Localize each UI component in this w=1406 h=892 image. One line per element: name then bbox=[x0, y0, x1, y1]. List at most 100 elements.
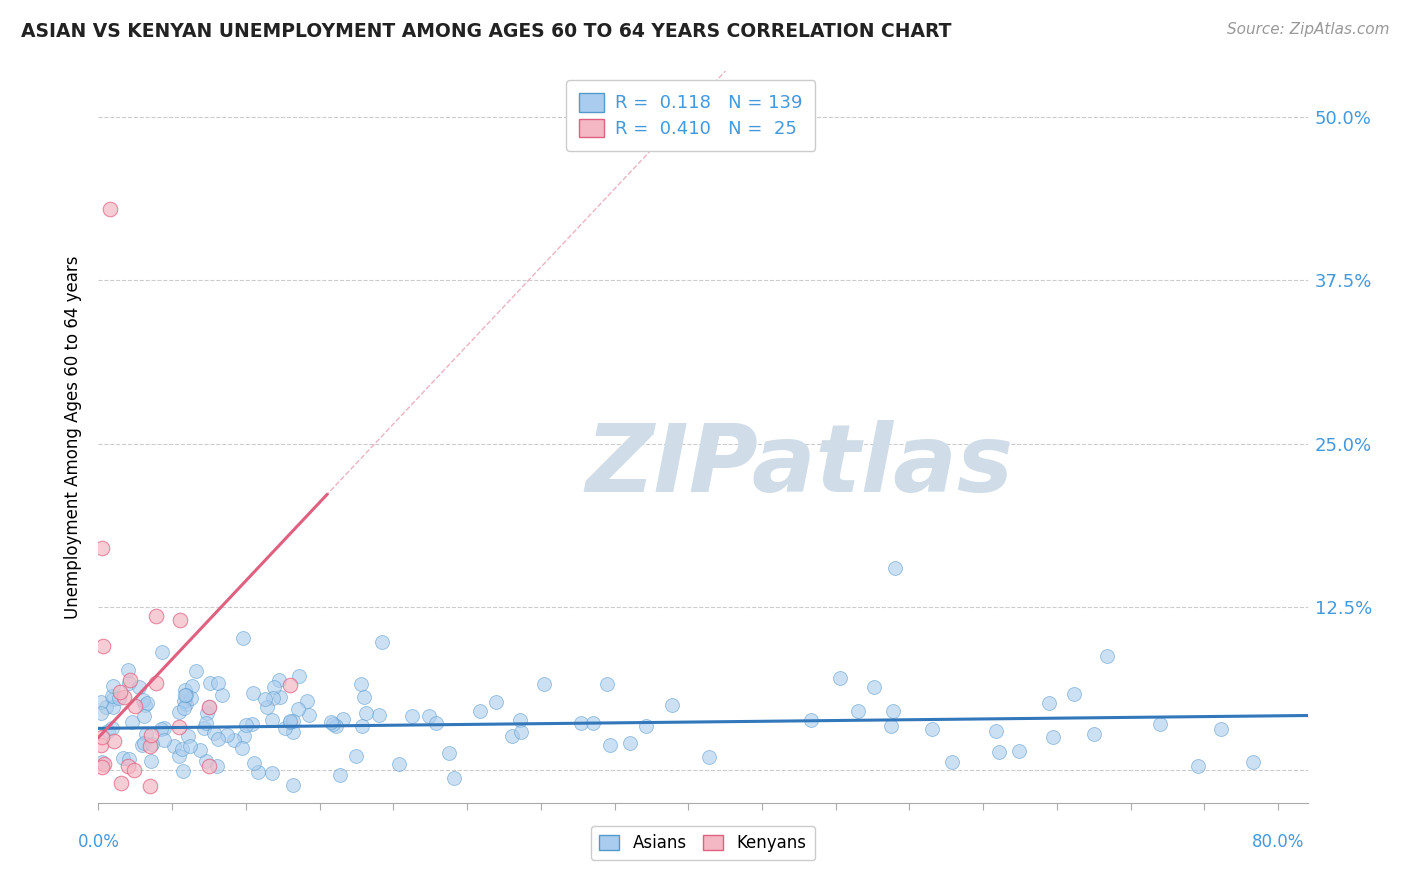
Point bbox=[132, 737, 155, 751]
Point bbox=[124, 699, 146, 714]
Point bbox=[1095, 649, 1118, 664]
Point bbox=[132, 693, 155, 707]
Point bbox=[117, 758, 139, 772]
Point bbox=[174, 688, 197, 702]
Point bbox=[262, 766, 284, 780]
Point bbox=[90, 760, 112, 774]
Point bbox=[101, 721, 124, 735]
Point bbox=[298, 708, 321, 723]
Point bbox=[163, 739, 186, 753]
Point bbox=[1008, 743, 1031, 757]
Point bbox=[1083, 727, 1105, 741]
Point bbox=[103, 700, 125, 714]
Point bbox=[273, 721, 295, 735]
Point bbox=[215, 728, 238, 742]
Point bbox=[131, 738, 153, 752]
Point bbox=[172, 764, 194, 778]
Point bbox=[150, 644, 173, 658]
Point bbox=[207, 732, 229, 747]
Point bbox=[1149, 717, 1171, 731]
Point bbox=[91, 730, 114, 744]
Point bbox=[93, 756, 115, 771]
Point bbox=[322, 717, 344, 731]
Point bbox=[177, 729, 200, 743]
Point bbox=[232, 632, 254, 646]
Point bbox=[267, 673, 290, 687]
Point bbox=[207, 676, 229, 690]
Point bbox=[370, 634, 392, 648]
Point bbox=[941, 755, 963, 769]
Point bbox=[169, 613, 191, 627]
Point bbox=[235, 717, 257, 731]
Point bbox=[1209, 722, 1232, 736]
Point bbox=[984, 723, 1007, 738]
Point bbox=[353, 690, 375, 705]
Point bbox=[596, 677, 619, 691]
Point bbox=[90, 706, 112, 720]
Point bbox=[800, 713, 823, 727]
Point bbox=[883, 560, 905, 574]
Point bbox=[117, 663, 139, 677]
Point bbox=[278, 714, 301, 729]
Point bbox=[344, 748, 367, 763]
Point bbox=[96, 699, 118, 714]
Text: 0.0%: 0.0% bbox=[77, 833, 120, 851]
Point bbox=[283, 714, 305, 728]
Point bbox=[325, 718, 347, 732]
Point bbox=[141, 737, 163, 751]
Point bbox=[167, 721, 190, 735]
Point bbox=[863, 680, 886, 694]
Point bbox=[153, 733, 176, 747]
Point bbox=[510, 724, 533, 739]
Point bbox=[425, 716, 447, 731]
Point bbox=[121, 714, 143, 729]
Point bbox=[205, 759, 228, 773]
Point bbox=[269, 690, 291, 704]
Point bbox=[599, 738, 621, 752]
Point bbox=[101, 689, 124, 703]
Point bbox=[211, 688, 233, 702]
Point bbox=[184, 665, 207, 679]
Point bbox=[1063, 687, 1085, 701]
Point bbox=[1038, 696, 1060, 710]
Point bbox=[582, 715, 605, 730]
Text: ZIPatlas: ZIPatlas bbox=[586, 420, 1014, 512]
Point bbox=[350, 677, 373, 691]
Point bbox=[256, 699, 278, 714]
Point bbox=[246, 765, 269, 780]
Point bbox=[262, 691, 284, 706]
Point bbox=[195, 754, 218, 768]
Point bbox=[443, 771, 465, 785]
Point bbox=[193, 722, 215, 736]
Point bbox=[1187, 759, 1209, 773]
Point bbox=[848, 705, 870, 719]
Text: Source: ZipAtlas.com: Source: ZipAtlas.com bbox=[1226, 22, 1389, 37]
Point bbox=[278, 678, 301, 692]
Point bbox=[139, 739, 162, 753]
Point bbox=[149, 722, 172, 736]
Point bbox=[288, 668, 311, 682]
Point bbox=[173, 688, 195, 702]
Point bbox=[281, 778, 304, 792]
Point bbox=[280, 714, 302, 729]
Point bbox=[242, 756, 264, 770]
Point bbox=[172, 741, 194, 756]
Point bbox=[91, 640, 114, 654]
Point bbox=[153, 721, 176, 735]
Point bbox=[242, 686, 264, 700]
Point bbox=[188, 743, 211, 757]
Point bbox=[501, 729, 523, 743]
Point bbox=[198, 675, 221, 690]
Point bbox=[231, 741, 253, 756]
Point bbox=[509, 713, 531, 727]
Point bbox=[110, 776, 132, 790]
Point bbox=[697, 749, 720, 764]
Point bbox=[198, 700, 221, 714]
Point bbox=[167, 705, 190, 719]
Point bbox=[533, 677, 555, 691]
Point bbox=[118, 673, 141, 687]
Point bbox=[295, 694, 318, 708]
Point bbox=[134, 708, 156, 723]
Point bbox=[634, 719, 657, 733]
Point bbox=[179, 739, 201, 754]
